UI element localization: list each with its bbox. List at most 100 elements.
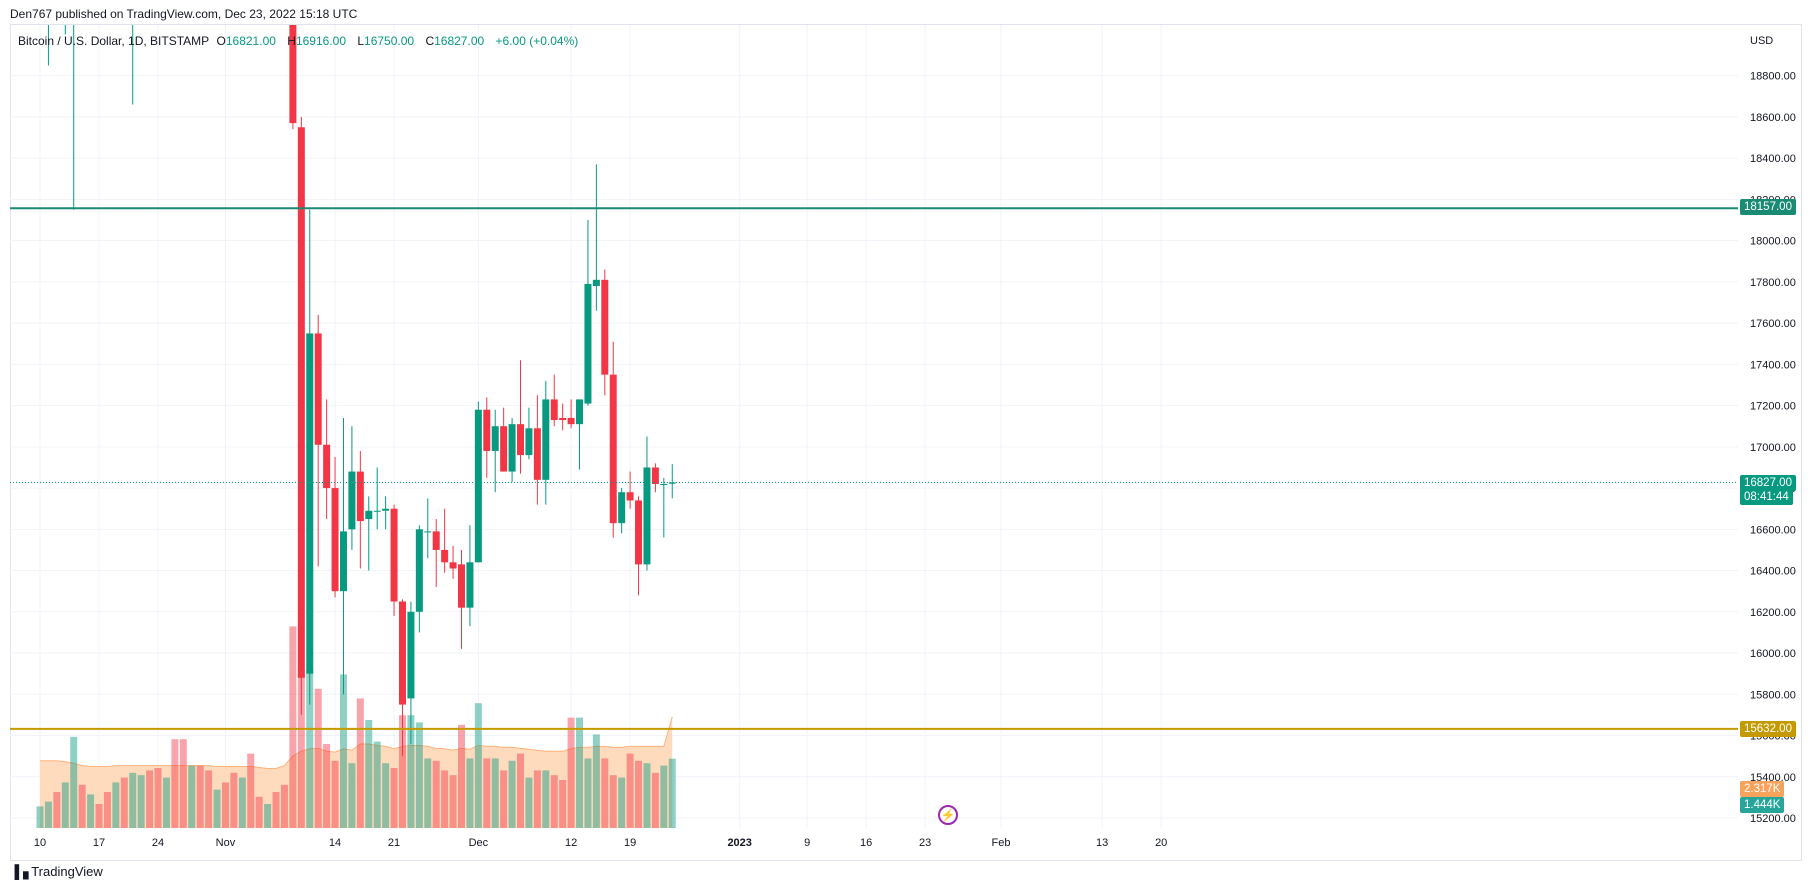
volume-bar (323, 744, 331, 828)
y-tick-label: 16600.00 (1750, 524, 1796, 536)
volume-bar (609, 775, 617, 828)
volume-bar (255, 796, 263, 828)
bolt-icon[interactable]: ⚡ (938, 805, 958, 825)
volume-bar (508, 760, 516, 828)
x-tick-label: 14 (329, 837, 341, 849)
tradingview-logo-icon: ▐▗ (10, 864, 28, 879)
x-tick-label: Feb (992, 837, 1011, 849)
legend-low: 16750.00 (364, 34, 415, 48)
x-tick-label: 2023 (727, 837, 751, 849)
candle-body (339, 531, 347, 592)
volume-ma-area (40, 716, 673, 828)
candle-body (314, 333, 322, 445)
candle-body (45, 14, 52, 15)
volume-bar (382, 763, 390, 828)
candle-body (424, 531, 432, 533)
legend-close: 16827.00 (434, 34, 485, 48)
volume-tag: 1.444K (1740, 797, 1785, 813)
volume-bar (289, 626, 297, 828)
x-tick-label: 17 (93, 837, 105, 849)
candle-body (297, 127, 305, 678)
volume-bar (635, 760, 643, 828)
candle-body (390, 508, 398, 602)
legend-close-label: C (425, 34, 435, 48)
tradingview-logo[interactable]: ▐▗ TradingView (10, 864, 103, 880)
volume-bar (415, 722, 423, 828)
candle-body (398, 601, 406, 705)
candle-body (356, 471, 364, 522)
candle-body (626, 492, 634, 501)
volume-bar (458, 724, 465, 828)
legend-symbol[interactable]: Bitcoin / U.S. Dollar, 1D, BITSTAMP (18, 34, 210, 48)
resistance-price-tag: 18157.00 (1740, 199, 1796, 215)
y-tick-label: 16400.00 (1750, 566, 1796, 578)
volume-bar (407, 715, 415, 828)
candle-body (559, 417, 567, 421)
candle-body (609, 374, 617, 524)
volume-bar (466, 758, 474, 828)
currency-label: USD (1750, 35, 1773, 47)
y-tick-label: 15200.00 (1750, 813, 1796, 825)
x-tick-label: 13 (1096, 837, 1108, 849)
x-tick-label: 21 (388, 837, 400, 849)
candle-body (373, 510, 381, 512)
candle-body (458, 564, 465, 608)
candle-body (70, 14, 77, 15)
y-tick-label: 16000.00 (1750, 648, 1796, 660)
candle-body (542, 399, 550, 480)
volume-bar (626, 753, 634, 828)
volume-bar (542, 770, 550, 828)
y-tick-label: 17200.00 (1750, 401, 1796, 413)
volume-bar (592, 734, 600, 828)
volume-bar (533, 770, 541, 828)
volume-bar (550, 775, 558, 828)
volume-bar (643, 763, 651, 828)
volume-bar (584, 758, 592, 828)
candle-body (491, 426, 499, 451)
volume-bar (154, 768, 162, 828)
volume-bar (137, 775, 145, 828)
volume-bar (373, 741, 381, 828)
volume-bar (618, 777, 626, 828)
volume-bar (306, 669, 314, 828)
volume-bar (146, 770, 154, 828)
y-tick-label: 18000.00 (1750, 236, 1796, 248)
y-tick-label: 18800.00 (1750, 71, 1796, 83)
volume-bar (162, 777, 170, 828)
time-axis: 10 17 24 Nov 14 21 Dec 12 19 2023 9 16 23 Feb 13 20 (34, 837, 1167, 849)
volume-bar (651, 772, 659, 828)
legend-low-label: L (357, 34, 365, 48)
candle-body (635, 500, 643, 565)
volume-bar (36, 806, 44, 828)
volume-bar (213, 789, 221, 828)
volume-bar (567, 717, 575, 828)
volume-bar (474, 703, 482, 828)
x-tick-label: 10 (34, 837, 46, 849)
candle-body (660, 483, 668, 485)
volume-bar (78, 784, 86, 828)
candle-body (483, 409, 491, 451)
x-tick-label: 12 (565, 837, 577, 849)
volume-bar (205, 770, 213, 828)
volume-bar (517, 753, 525, 828)
candle-body (500, 426, 508, 472)
y-tick-label: 17800.00 (1750, 277, 1796, 289)
volume-bar (491, 758, 499, 828)
candle-body (289, 25, 297, 124)
volume-bar (398, 715, 406, 828)
candle-body (432, 531, 440, 550)
volume-layer (36, 626, 676, 828)
grid-layer (10, 25, 1738, 828)
x-tick-label: Dec (469, 837, 489, 849)
candle-body (525, 428, 533, 456)
volume-bar (668, 758, 676, 828)
x-tick-label: 20 (1155, 837, 1167, 849)
candle-body (517, 424, 525, 456)
volume-bar (264, 804, 272, 828)
volume-bar (500, 770, 508, 828)
volume-bar (660, 765, 668, 828)
volume-bar (87, 794, 95, 828)
candle-body (306, 333, 314, 674)
volume-bar (44, 801, 52, 828)
